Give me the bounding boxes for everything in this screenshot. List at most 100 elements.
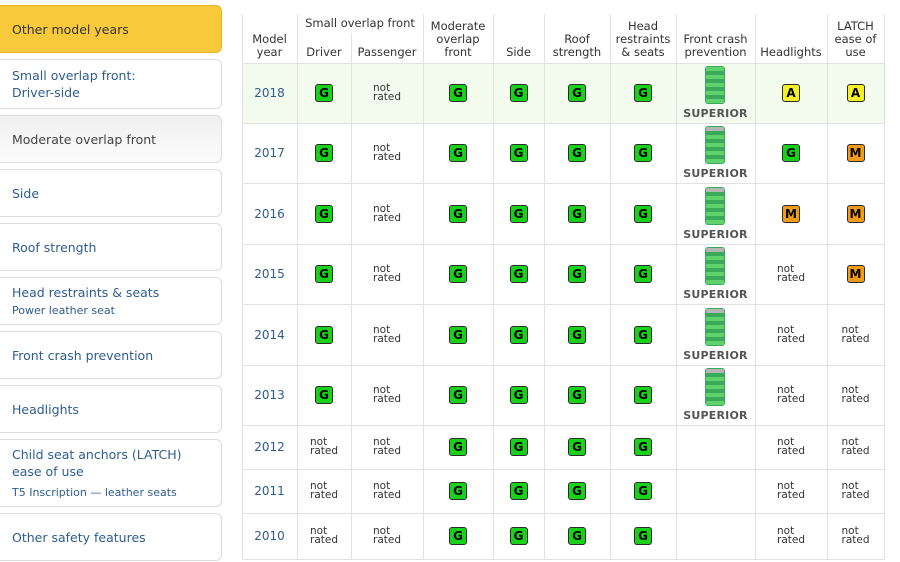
table-cell-head: G bbox=[610, 513, 676, 559]
not-rated-label: not rated bbox=[310, 526, 338, 546]
superior-label: SUPERIOR bbox=[683, 409, 748, 422]
rating-badge: G bbox=[449, 438, 467, 456]
sidebar-item-head-restraints[interactable]: Head restraints & seats Power leather se… bbox=[0, 277, 222, 325]
table-cell-passenger: not rated bbox=[351, 304, 423, 365]
not-rated-line: rated bbox=[373, 272, 401, 284]
table-cell-head: G bbox=[610, 304, 676, 365]
sidebar-item-label: Front crash prevention bbox=[12, 347, 154, 363]
model-year-link[interactable]: 2012 bbox=[254, 440, 285, 454]
grid-column-line bbox=[676, 14, 677, 559]
rating-badge: G bbox=[568, 386, 586, 404]
sidebar-item-label: Head restraints & seats bbox=[12, 285, 160, 300]
rating-badge: G bbox=[449, 84, 467, 102]
not-rated-label: not rated bbox=[373, 481, 401, 501]
not-rated-line: rated bbox=[310, 445, 338, 457]
model-year-link[interactable]: 2010 bbox=[254, 529, 285, 543]
grid-row-line bbox=[242, 513, 884, 514]
sidebar-item-other-model-years[interactable]: Other model years bbox=[0, 5, 222, 53]
not-rated-line: rated bbox=[777, 393, 805, 405]
table-cell-roof: G bbox=[544, 365, 610, 425]
superior-label: SUPERIOR bbox=[683, 167, 748, 180]
not-rated-label: not rated bbox=[373, 324, 401, 344]
grid-column-line bbox=[351, 33, 352, 559]
rating-badge: G bbox=[449, 386, 467, 404]
rating-badge: M bbox=[846, 265, 865, 283]
rating-badge: A bbox=[846, 84, 865, 102]
rating-badge: G bbox=[568, 325, 586, 344]
table-cell-year: 2018 bbox=[242, 63, 297, 123]
grid-column-line bbox=[884, 14, 885, 559]
rating-badge: G bbox=[568, 144, 586, 162]
model-year-link[interactable]: 2011 bbox=[254, 484, 285, 498]
front-crash-prevention-rating: SUPERIOR bbox=[683, 186, 748, 241]
table-cell-moderate: G bbox=[423, 244, 493, 304]
model-year-link[interactable]: 2013 bbox=[254, 388, 285, 402]
table-cell-moderate: G bbox=[423, 513, 493, 559]
table-cell-roof: G bbox=[544, 513, 610, 559]
not-rated-line: not bbox=[373, 525, 391, 537]
table-cell-side: G bbox=[493, 304, 544, 365]
sidebar-item-child-seat-anchors[interactable]: Child seat anchors (LATCH) ease of use T… bbox=[0, 439, 222, 507]
header-driver: Driver bbox=[306, 45, 342, 59]
table-cell-side: G bbox=[493, 513, 544, 559]
sidebar-item-other-safety-features[interactable]: Other safety features bbox=[0, 513, 222, 561]
table-cell-driver: G bbox=[297, 365, 351, 425]
header-front-crash-prevention: Front crash prevention bbox=[683, 32, 748, 59]
table-cell-headlights: not rated bbox=[755, 425, 827, 469]
grid-row-line bbox=[242, 183, 884, 184]
model-year-link[interactable]: 2017 bbox=[254, 146, 285, 160]
grid-row-line bbox=[242, 469, 884, 470]
not-rated-line: not bbox=[841, 436, 859, 448]
sidebar-item-small-overlap-driver[interactable]: Small overlap front: Driver-side bbox=[0, 59, 222, 109]
rating-bar bbox=[706, 280, 725, 284]
rating-bar bbox=[706, 151, 725, 155]
front-crash-prevention-bars-icon bbox=[705, 247, 726, 285]
sidebar-item-side[interactable]: Side bbox=[0, 169, 222, 217]
rating-badge: G bbox=[509, 84, 528, 102]
not-rated-line: rated bbox=[777, 534, 805, 546]
rating-bar bbox=[706, 340, 725, 345]
not-rated-line: not bbox=[310, 480, 328, 492]
rating-badge: G bbox=[634, 204, 652, 223]
header-small-overlap-front: Small overlap front bbox=[305, 16, 415, 30]
rating-badge: M bbox=[846, 144, 865, 162]
not-rated-line: rated bbox=[777, 489, 805, 501]
sidebar-item-front-crash-prevention[interactable]: Front crash prevention bbox=[0, 331, 222, 379]
sidebar-item-sublabel: Power leather seat bbox=[12, 304, 115, 317]
rating-bar bbox=[706, 256, 725, 260]
table-cell-fcp bbox=[676, 425, 755, 469]
rating-badge: G bbox=[315, 84, 333, 102]
rating-bar bbox=[706, 67, 725, 71]
rating-badge: G bbox=[315, 325, 333, 344]
model-year-link[interactable]: 2018 bbox=[254, 86, 285, 100]
table-cell-latch: not rated bbox=[827, 365, 884, 425]
rating-bar bbox=[706, 316, 725, 321]
sidebar-item-headlights[interactable]: Headlights bbox=[0, 385, 222, 433]
rating-badge: G bbox=[568, 204, 586, 223]
rating-bar bbox=[706, 203, 725, 208]
grid-column-line bbox=[423, 14, 424, 559]
rating-badge: G bbox=[509, 265, 528, 283]
rating-badge: G bbox=[449, 325, 467, 344]
table-cell-driver: G bbox=[297, 123, 351, 183]
not-rated-line: rated bbox=[841, 332, 870, 345]
not-rated-line: rated bbox=[373, 151, 401, 163]
model-year-link[interactable]: 2016 bbox=[254, 206, 285, 221]
table-cell-roof: G bbox=[544, 244, 610, 304]
not-rated-line: not bbox=[373, 202, 391, 215]
sidebar-item-roof-strength[interactable]: Roof strength bbox=[0, 223, 222, 271]
rating-badge: G bbox=[782, 144, 800, 162]
table-cell-year: 2015 bbox=[242, 244, 297, 304]
not-rated-line: not bbox=[310, 436, 328, 448]
not-rated-label: not rated bbox=[777, 526, 805, 546]
front-crash-prevention-rating: SUPERIOR bbox=[683, 307, 748, 362]
table-cell-fcp: SUPERIOR bbox=[676, 183, 755, 244]
table-cell-fcp: SUPERIOR bbox=[676, 63, 755, 123]
table-cell-fcp: SUPERIOR bbox=[676, 123, 755, 183]
sidebar-item-moderate-overlap[interactable]: Moderate overlap front bbox=[0, 115, 222, 163]
model-year-link[interactable]: 2014 bbox=[254, 327, 285, 342]
rating-badge: G bbox=[315, 204, 333, 223]
table-cell-driver: not rated bbox=[297, 425, 351, 469]
model-year-link[interactable]: 2015 bbox=[254, 267, 285, 281]
